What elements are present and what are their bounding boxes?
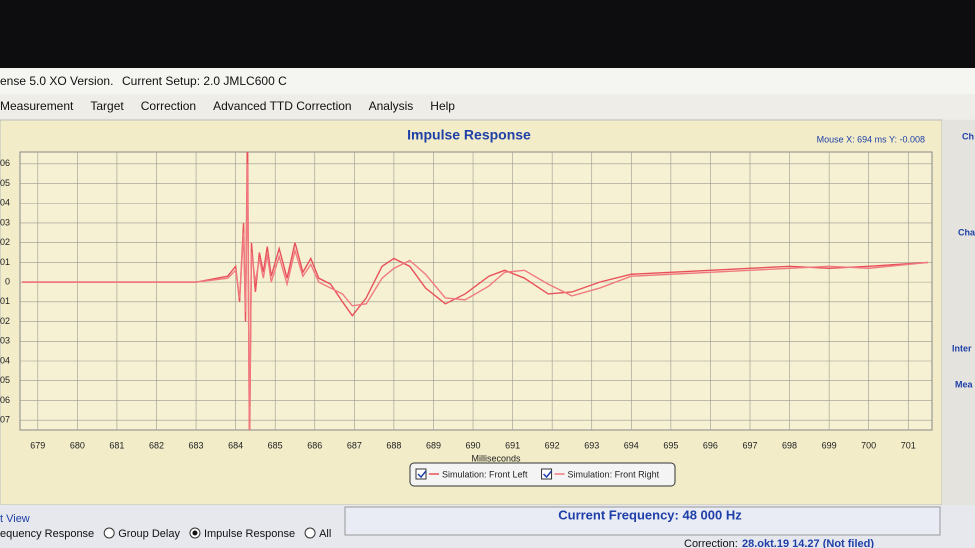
y-tick-label: 005: [0, 375, 10, 385]
legend-check: [543, 470, 553, 479]
menu-item[interactable]: Advanced TTD Correction: [213, 99, 352, 113]
x-tick-label: 694: [624, 440, 639, 450]
x-tick-label: 685: [268, 440, 283, 450]
y-tick-label: 06: [0, 158, 10, 168]
menu-item[interactable]: Help: [430, 99, 455, 113]
x-tick-label: 680: [70, 440, 85, 450]
x-tick-label: 698: [782, 440, 797, 450]
y-tick-label: 03: [0, 217, 10, 227]
side-labels: Ch Cha Inter Mea: [952, 131, 975, 389]
radio-dot: [192, 530, 198, 536]
correction-value: 28.okt.19 14.27 (Not filed): [742, 538, 874, 548]
side-label: Mea: [955, 379, 974, 389]
legend-label: Simulation: Front Right: [568, 469, 660, 479]
series-line: [21, 163, 929, 430]
radio-label[interactable]: equency Response: [0, 528, 94, 540]
view-label: t View: [0, 513, 30, 525]
menu-item[interactable]: Measurement: [0, 99, 74, 113]
legend: Simulation: Front Left Simulation: Front …: [409, 462, 676, 487]
x-axis-label: Milliseconds: [471, 453, 521, 463]
y-tick-label: 006: [0, 395, 10, 405]
y-tick-label: 004: [0, 355, 10, 365]
radio-label[interactable]: Impulse Response: [204, 528, 295, 540]
menu-bar: [0, 94, 975, 118]
side-label: Cha: [958, 227, 975, 237]
radio-label[interactable]: All: [319, 528, 331, 540]
x-tick-label: 689: [426, 440, 441, 450]
menu-item[interactable]: Target: [90, 99, 124, 113]
x-tick-label: 693: [584, 440, 599, 450]
title-bar: [0, 68, 975, 94]
x-tick-label: 697: [742, 440, 757, 450]
x-tick-label: 695: [663, 440, 678, 450]
x-tick-label: 691: [505, 440, 520, 450]
x-tick-label: 681: [109, 440, 124, 450]
y-tick-label: 04: [0, 198, 10, 208]
y-tick-label: 01: [0, 296, 10, 306]
radio[interactable]: [304, 527, 316, 539]
radio-group: equency Response Group Delay Impulse Respo…: [0, 527, 331, 540]
x-tick-label: 684: [228, 440, 243, 450]
x-tick-label: 690: [466, 440, 481, 450]
mouse-readout: Mouse X: 694 ms Y: -0.008: [817, 134, 925, 144]
y-tick-label: 01: [0, 257, 10, 267]
x-tick-label: 686: [307, 440, 322, 450]
radio[interactable]: [103, 527, 115, 539]
x-tick-label: 692: [545, 440, 560, 450]
x-tick-label: 682: [149, 440, 164, 450]
y-tick-label: 02: [0, 237, 10, 247]
menu-item[interactable]: Analysis: [369, 99, 414, 113]
frequency-box: [344, 506, 941, 536]
legend-check: [417, 470, 427, 479]
y-tick-label: 02: [0, 316, 10, 326]
plot-area: [19, 151, 933, 431]
chart-title: Impulse Response: [407, 127, 531, 143]
side-label: Inter: [952, 343, 972, 353]
x-tick-label: 701: [901, 440, 916, 450]
legend-checkbox[interactable]: [541, 468, 553, 480]
menu: Measurement Target Correction Advanced TTD …: [0, 99, 455, 113]
x-tick-label: 683: [189, 440, 204, 450]
x-tick-label: 699: [822, 440, 837, 450]
x-tick-label: 696: [703, 440, 718, 450]
x-tick-label: 687: [347, 440, 362, 450]
y-tick-label: 05: [0, 178, 10, 188]
radio-label[interactable]: Group Delay: [118, 528, 180, 540]
y-tick-label: 0: [5, 277, 10, 287]
legend-checkbox[interactable]: [415, 468, 427, 480]
current-frequency: Current Frequency: 48 000 Hz: [558, 507, 742, 522]
side-label: Ch: [962, 131, 974, 141]
setup: Current Setup: 2.0 JMLC600 C: [122, 74, 287, 88]
y-tick-label: 007: [0, 415, 10, 425]
lines: [21, 152, 929, 430]
y-tick-label: 003: [0, 336, 10, 346]
x-tick-label: 700: [861, 440, 876, 450]
legend-label: Simulation: Front Left: [442, 469, 528, 479]
side-panel: [942, 120, 975, 505]
correction-label: Correction:: [684, 538, 738, 548]
grid: 06 05 04 03 02 01 0 01 02 003 004 005 006 007 679 680 68…: [0, 152, 932, 450]
x-tick-label: 688: [386, 440, 401, 450]
x-tick-label: 679: [30, 440, 45, 450]
window-title: ense 5.0 XO Version.: [0, 74, 113, 88]
menu-item[interactable]: Correction: [141, 99, 196, 113]
